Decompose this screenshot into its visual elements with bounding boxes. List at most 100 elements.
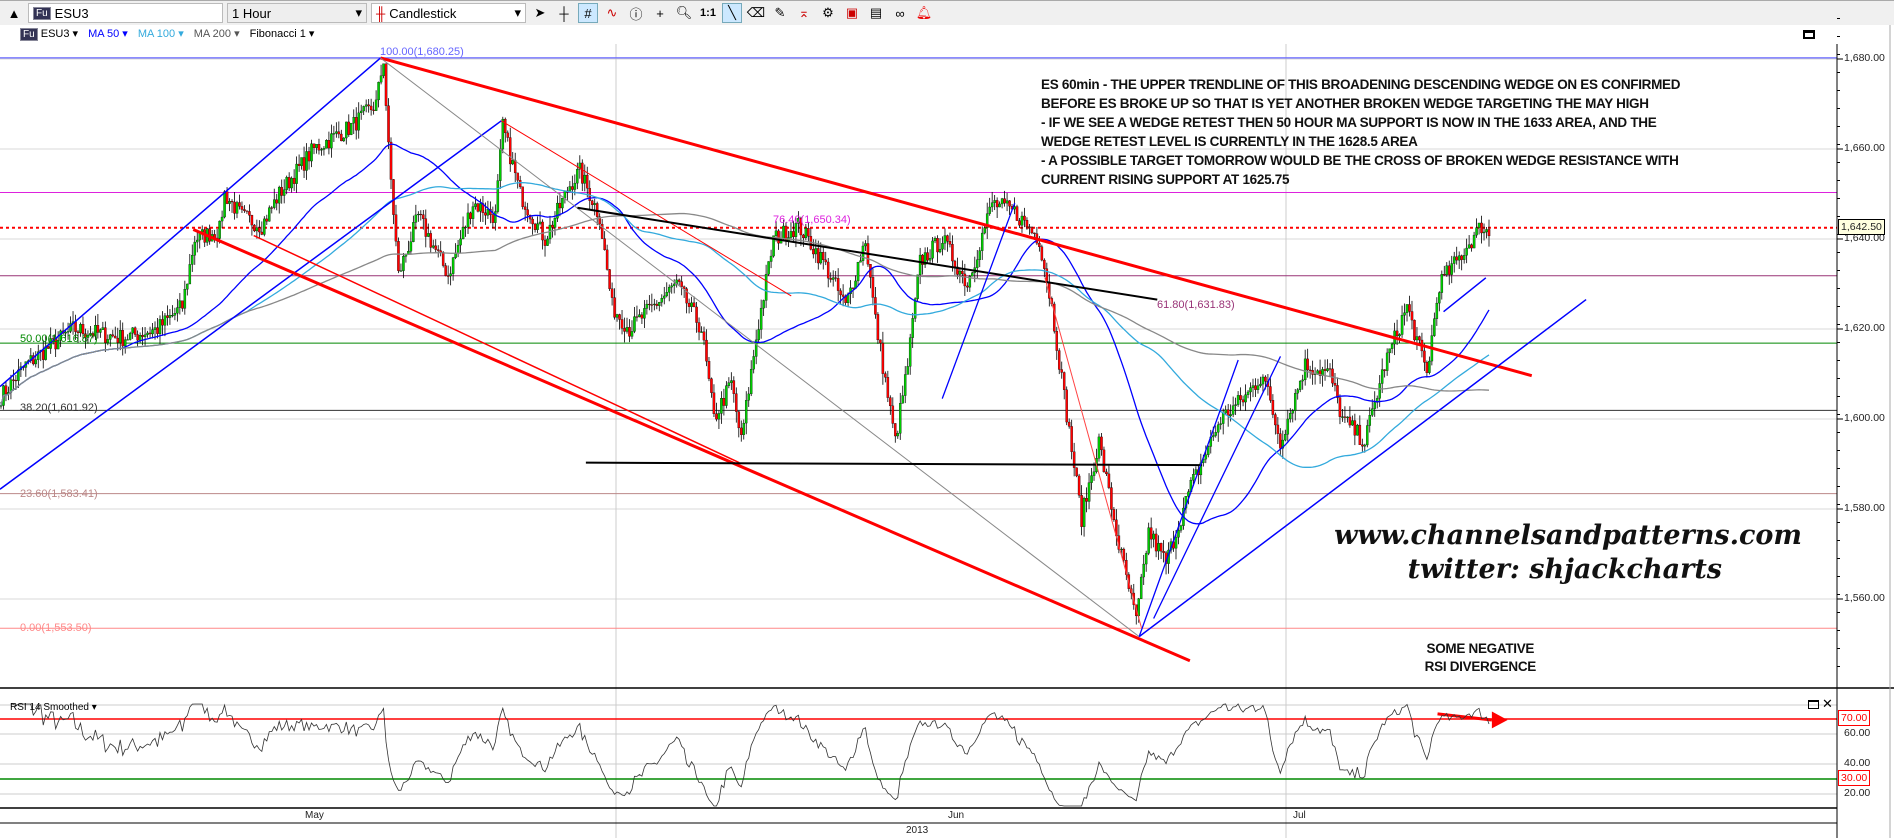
- candle: [146, 332, 149, 335]
- candle: [583, 174, 587, 184]
- candle: [143, 334, 147, 337]
- candle: [725, 385, 728, 406]
- candle: [983, 227, 986, 234]
- candlestick-icon: ╫: [376, 5, 386, 21]
- candle: [494, 211, 497, 223]
- candle: [4, 385, 8, 395]
- candle: [980, 232, 984, 251]
- candle: [782, 225, 785, 239]
- candle: [931, 240, 934, 259]
- chart-type-select[interactable]: ╫ Candlestick ▾: [371, 3, 526, 23]
- one-to-one-icon[interactable]: 1:1: [700, 7, 716, 19]
- line-tool-icon[interactable]: ╲: [722, 3, 742, 23]
- candle: [923, 252, 927, 265]
- draw-icon[interactable]: ✎: [774, 5, 786, 20]
- grid-icon[interactable]: #: [578, 3, 598, 23]
- legend-symbol[interactable]: Fu ESU3 ▾: [20, 27, 78, 41]
- candle: [1296, 389, 1299, 394]
- link-icon[interactable]: ∞: [895, 5, 905, 21]
- candle: [424, 218, 428, 237]
- candle: [508, 137, 512, 165]
- legend-ma200[interactable]: MA 200 ▾: [193, 28, 240, 40]
- channel-line: [1153, 356, 1282, 619]
- candle: [325, 140, 328, 149]
- support-line: [585, 461, 1202, 467]
- candle: [700, 331, 703, 333]
- candle: [123, 339, 127, 347]
- candle: [640, 314, 644, 319]
- candle: [1040, 246, 1044, 261]
- candle: [712, 392, 716, 414]
- crosshair-icon[interactable]: ┼: [559, 5, 569, 21]
- fib-icon[interactable]: ⌅: [798, 5, 810, 20]
- candle: [697, 322, 701, 333]
- candle: [1438, 292, 1441, 304]
- indicator-icon[interactable]: ∿: [606, 5, 618, 20]
- candle: [1361, 444, 1364, 447]
- candle: [558, 202, 562, 209]
- candle: [1214, 432, 1217, 436]
- alert-icon[interactable]: 🔔︎: [915, 5, 933, 20]
- candle: [422, 214, 425, 219]
- maximize-icon[interactable]: [1803, 30, 1815, 39]
- legend-ma100-label: MA 100: [137, 28, 176, 40]
- candle: [1028, 226, 1031, 228]
- collapse-icon[interactable]: ▲: [7, 5, 21, 21]
- eraser-icon[interactable]: ⌫: [746, 5, 766, 20]
- candle: [345, 121, 348, 139]
- ma100-line: [0, 181, 1490, 468]
- candle: [894, 423, 897, 437]
- candle: [434, 245, 437, 250]
- candle: [1331, 368, 1334, 384]
- candle: [466, 212, 470, 228]
- candle: [235, 202, 239, 214]
- candle: [789, 231, 793, 238]
- zoom-icon[interactable]: 🔍︎: [675, 5, 693, 20]
- candle: [767, 261, 770, 275]
- candle: [436, 249, 440, 251]
- candle: [1323, 369, 1327, 371]
- candle: [812, 249, 815, 255]
- candle: [541, 221, 544, 241]
- rsi-line: [10, 703, 1490, 807]
- cursor-icon[interactable]: ➤: [534, 5, 546, 20]
- template-icon[interactable]: ▣: [845, 5, 859, 20]
- symbol-input[interactable]: Fu ESU3: [28, 3, 223, 23]
- candle: [81, 324, 85, 334]
- legend-fib[interactable]: Fibonacci 1 ▾: [249, 28, 315, 40]
- candle: [499, 148, 502, 181]
- candle: [161, 319, 164, 326]
- legend-ma50[interactable]: MA 50 ▾: [88, 28, 128, 40]
- add-marker-icon[interactable]: +: [656, 5, 664, 21]
- candle: [1336, 385, 1339, 398]
- candle: [118, 330, 122, 343]
- candle: [1301, 379, 1304, 382]
- rsi-title[interactable]: RSI 14 Smoothed ▾: [10, 702, 97, 713]
- candle: [1341, 416, 1344, 418]
- interval-select[interactable]: 1 Hour ▾: [227, 3, 367, 23]
- candle: [727, 382, 731, 386]
- candle: [851, 287, 855, 289]
- candle: [322, 148, 326, 150]
- candle: [1410, 311, 1414, 321]
- rsi-maximize-icon[interactable]: [1808, 700, 1819, 709]
- candle: [357, 112, 360, 131]
- info-icon[interactable]: ⓘ: [629, 6, 643, 22]
- candle: [1395, 330, 1399, 337]
- candle: [715, 413, 718, 420]
- candle: [804, 228, 808, 239]
- candle: [133, 327, 137, 335]
- candle: [658, 302, 661, 306]
- settings-icon[interactable]: ⚙: [822, 5, 834, 20]
- rsi-close-icon[interactable]: ✕: [1822, 696, 1833, 711]
- candle: [106, 339, 110, 343]
- template2-icon[interactable]: ▤: [869, 5, 883, 20]
- legend-ma100[interactable]: MA 100 ▾: [137, 28, 184, 40]
- candle: [456, 244, 460, 254]
- candle: [79, 324, 82, 334]
- candle: [1236, 395, 1240, 405]
- candle: [1112, 509, 1116, 521]
- candle: [1467, 244, 1471, 249]
- candle: [754, 339, 758, 357]
